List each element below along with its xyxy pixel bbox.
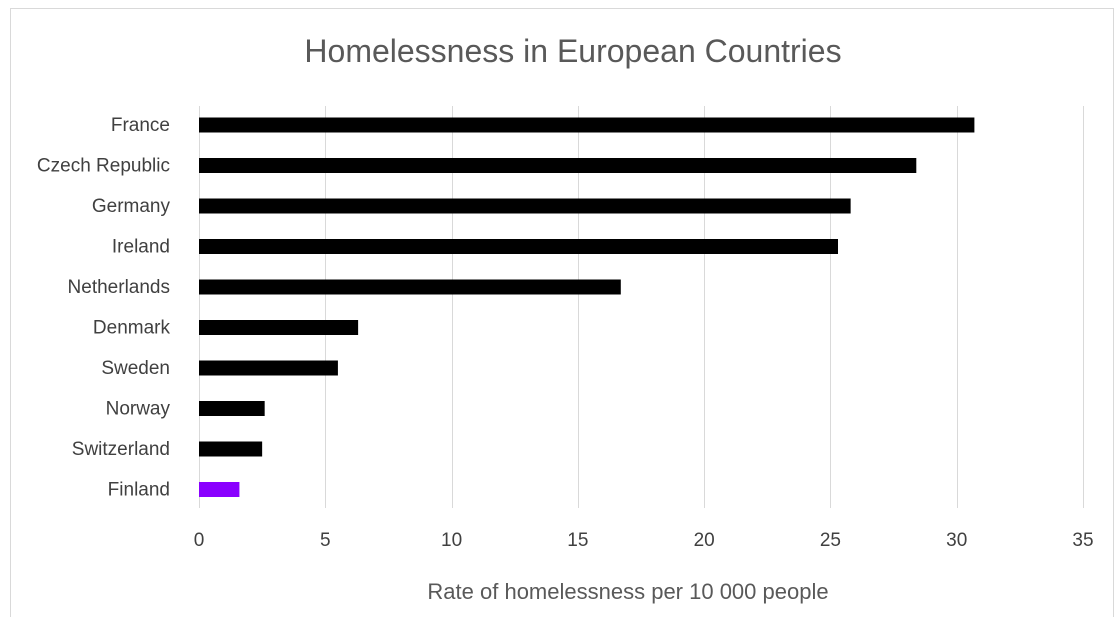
category-label: Sweden [101,358,170,379]
category-label: Germany [92,196,171,217]
x-tick-labels: 0 5 10 15 20 25 30 35 [194,530,1094,551]
bar-sweden [199,360,338,376]
bar-finland [199,482,240,497]
x-tick-label: 35 [1072,530,1093,551]
x-tick-label: 30 [946,530,967,551]
bars [199,117,975,497]
bar-czech-republic [199,158,917,173]
x-tick-label: 10 [441,530,462,551]
x-tick-label: 0 [194,530,205,551]
category-label: Czech Republic [37,156,170,177]
bar-norway [199,401,265,416]
x-tick-label: 25 [820,530,841,551]
category-label: Ireland [112,237,170,258]
bar-switzerland [199,441,263,457]
category-label: Finland [108,480,170,501]
bar-germany [199,198,851,214]
category-label: Netherlands [68,277,170,298]
x-tick-label: 15 [567,530,588,551]
category-label: Switzerland [72,439,170,460]
x-tick-label: 5 [320,530,331,551]
bar-denmark [199,320,359,335]
bar-ireland [199,239,839,254]
bar-france [199,117,975,133]
bar-netherlands [199,279,621,295]
category-label: France [111,115,170,136]
chart-title: Homelessness in European Countries [304,33,841,69]
chart-frame [10,8,1114,617]
category-label: Denmark [93,318,171,339]
category-labels: France Czech Republic Germany Ireland Nether… [37,115,171,501]
x-axis-title: Rate of homelessness per 10 000 people [427,579,828,604]
x-tick-label: 20 [694,530,715,551]
category-label: Norway [106,399,171,420]
